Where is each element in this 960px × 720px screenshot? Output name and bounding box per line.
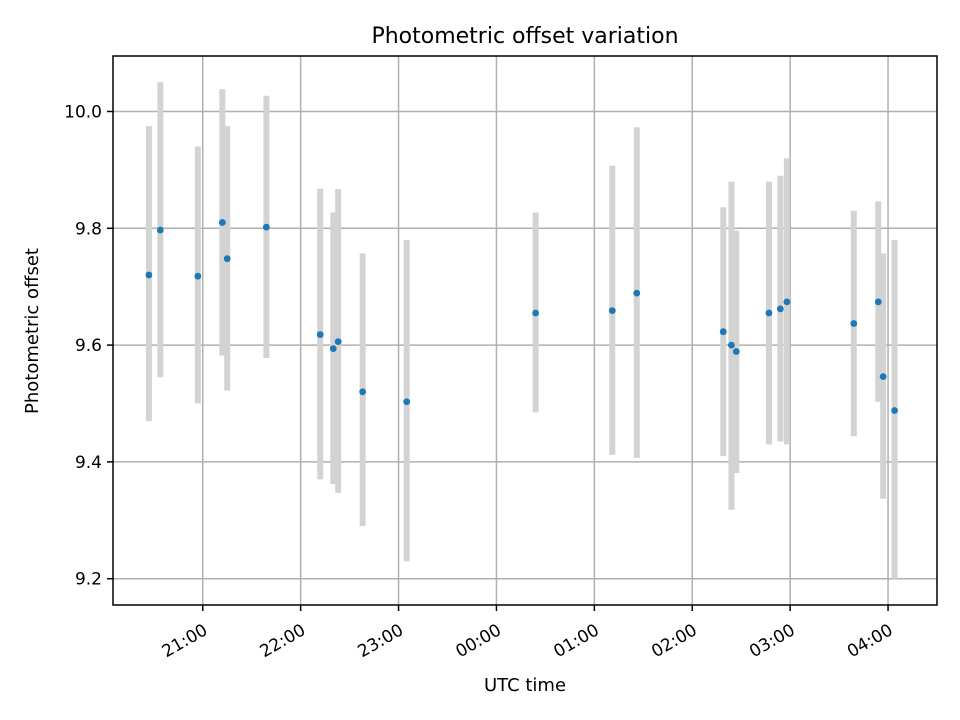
- data-point: [334, 338, 342, 345]
- data-point: [874, 298, 882, 306]
- data-point: [316, 331, 324, 338]
- x-axis-label: UTC time: [484, 675, 566, 696]
- grid: [113, 56, 937, 605]
- data-point: [776, 305, 784, 313]
- data-point: [223, 255, 231, 263]
- data-point: [403, 398, 411, 406]
- data-point: [156, 226, 164, 234]
- y-tick-label: 10.0: [64, 102, 102, 122]
- data-point: [145, 271, 153, 279]
- data-point: [532, 309, 540, 317]
- data-point: [783, 298, 791, 306]
- y-axis-label: Photometric offset: [22, 248, 43, 414]
- y-axis: 9.2 9.4 9.6 9.8 10.0: [64, 102, 113, 590]
- y-tick-label: 9.8: [75, 219, 102, 239]
- x-tick-label: 22:00: [257, 620, 309, 662]
- data-point: [728, 341, 735, 349]
- data-point: [359, 388, 367, 396]
- data-point: [732, 348, 740, 355]
- x-tick-label: 02:00: [648, 620, 700, 662]
- x-tick-label: 04:00: [844, 620, 896, 662]
- data-points: [145, 219, 898, 414]
- x-tick-label: 03:00: [746, 620, 798, 662]
- y-tick-label: 9.4: [75, 453, 102, 473]
- data-point: [765, 309, 773, 317]
- y-tick-label: 9.6: [75, 336, 102, 356]
- x-tick-label: 21:00: [159, 620, 211, 662]
- x-tick-label: 23:00: [355, 620, 407, 662]
- data-point: [608, 307, 616, 315]
- data-point: [891, 407, 898, 414]
- data-point: [194, 272, 202, 280]
- plot-frame: [112, 55, 938, 606]
- data-point: [329, 345, 337, 353]
- x-axis: 21:00 22:00 23:00 00:00 01:00 02:00 03:00 04:00: [159, 605, 896, 662]
- error-bars: [145, 82, 898, 579]
- x-tick-label: 00:00: [452, 620, 504, 662]
- data-point: [262, 223, 270, 231]
- chart-title: Photometric offset variation: [371, 24, 678, 49]
- data-point: [850, 320, 858, 327]
- x-tick-label: 01:00: [550, 620, 602, 662]
- data-point: [218, 219, 226, 226]
- y-tick-label: 9.2: [75, 570, 102, 590]
- data-point: [719, 328, 727, 336]
- data-point: [633, 289, 641, 297]
- data-point: [879, 373, 887, 381]
